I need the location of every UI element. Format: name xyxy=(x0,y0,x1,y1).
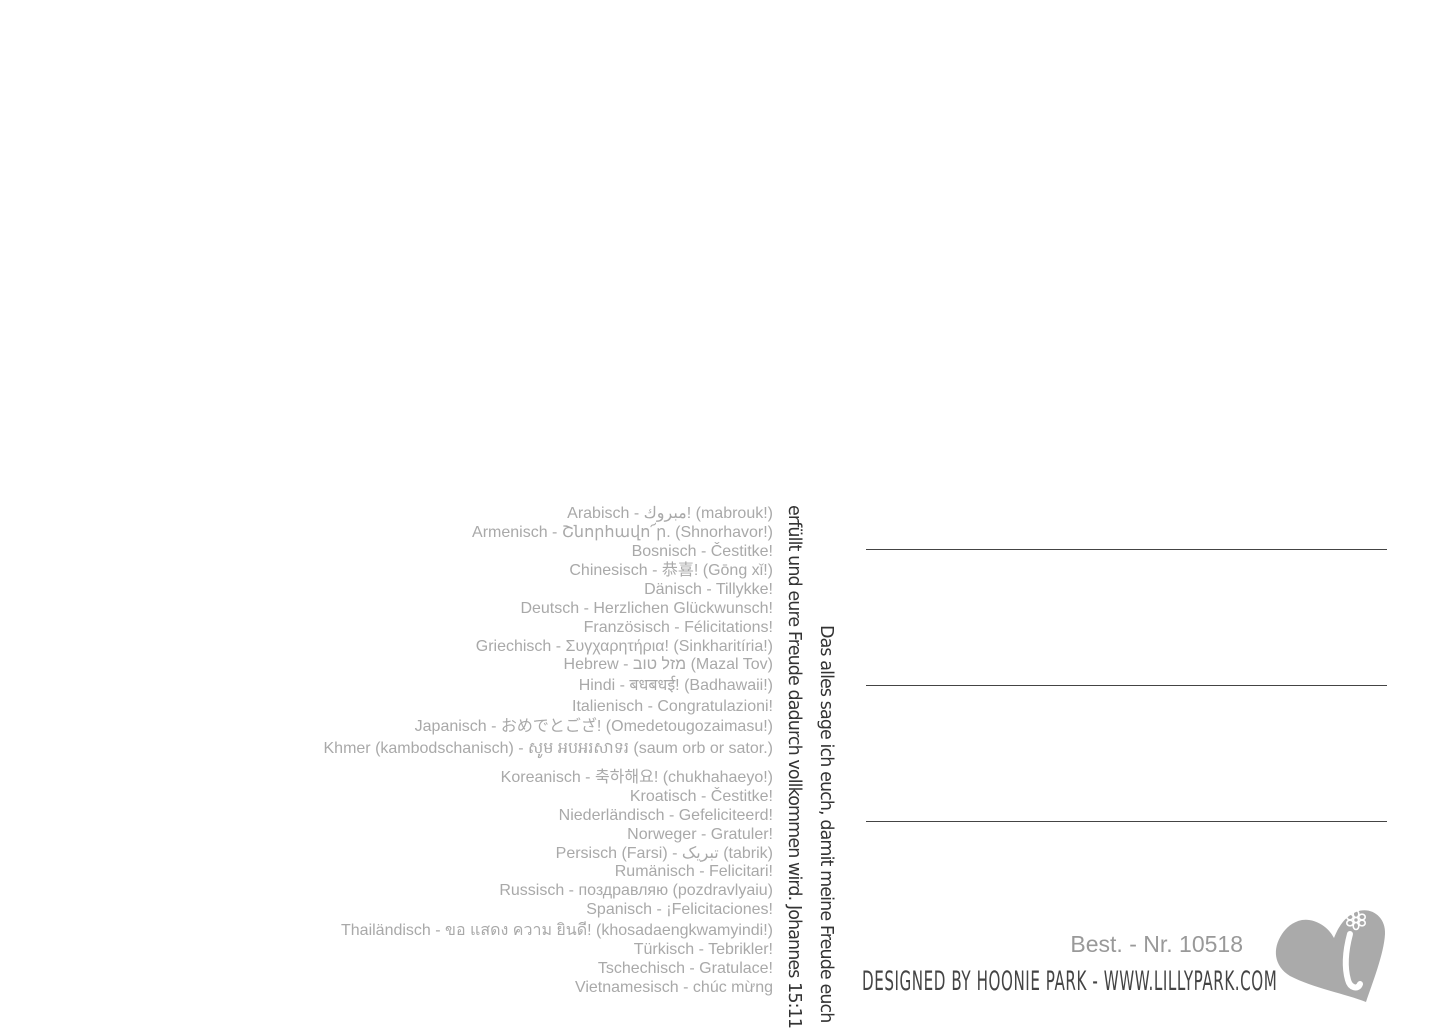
greeting-line: Persisch (Farsi) - تبریک (tabrik) xyxy=(555,845,773,862)
greeting-line: Tschechisch - Gratulace! xyxy=(597,960,773,977)
address-line-2 xyxy=(866,685,1387,686)
greeting-line: Armenisch - Շնորհավո՜ր. (Shnorhavor!) xyxy=(472,524,773,541)
greeting-line: Russisch - поздравляю (pozdravlyaiu) xyxy=(499,882,773,899)
designer-credit: DESIGNED BY HOONIE PARK - WWW.LILLYPARK.… xyxy=(862,966,1278,997)
greeting-line: Bosnisch - Čestitke! xyxy=(631,543,773,560)
bible-verse-line-2: erfüllt und eure Freude dadurch vollkomm… xyxy=(784,505,804,1029)
greeting-line: Französisch - Félicitations! xyxy=(583,619,773,636)
address-line-3 xyxy=(866,821,1387,822)
greeting-line: Khmer (kambodschanisch) - សូម អបអរសាទរ (… xyxy=(323,740,774,757)
greeting-line: Rumänisch - Felicitari! xyxy=(614,863,773,880)
address-line-1 xyxy=(866,549,1387,550)
greeting-line: Hindi - बधबधई! (Badhawaii!) xyxy=(578,677,773,694)
greeting-line: Koreanisch - 축하해요! (chukhahaeyo!) xyxy=(500,769,773,786)
greeting-line: Hebrew - מזל טוב (Mazal Tov) xyxy=(563,656,773,673)
greeting-line: Spanisch - ¡Felicitaciones! xyxy=(586,901,773,918)
greeting-line: Griechisch - Συγχαρητήρια! (Sinkharitíri… xyxy=(475,638,773,655)
bible-verse-line-1: Das alles sage ich euch, damit meine Fre… xyxy=(816,625,836,1023)
greeting-line: Niederländisch - Gefeliciteerd! xyxy=(558,807,773,824)
greeting-line: Deutsch - Herzlichen Glückwunsch! xyxy=(520,600,773,617)
greeting-line: Dänisch - Tillykke! xyxy=(644,581,773,598)
heart-logo-icon xyxy=(1275,909,1386,1002)
greeting-line: Arabisch - مبروك! (mabrouk!) xyxy=(567,505,773,522)
greeting-line: Chinesisch - 恭喜! (Gōng xǐ!) xyxy=(569,562,773,579)
greeting-line: Japanisch - おめでとござ! (Omedetougozaimasu!) xyxy=(414,718,773,735)
greeting-line: Vietnamesisch - chúc mừng xyxy=(574,979,773,996)
greeting-line: Norweger - Gratuler! xyxy=(627,826,773,843)
greeting-line: Italienisch - Congratulazioni! xyxy=(572,698,773,715)
greeting-line: Türkisch - Tebrikler! xyxy=(633,941,773,958)
greeting-line: Kroatisch - Čestitke! xyxy=(629,788,773,805)
greeting-line: Thailändisch - ขอ แสดง ความ ยินดี! (khos… xyxy=(341,922,773,939)
order-number: Best. - Nr. 10518 xyxy=(1070,931,1243,957)
